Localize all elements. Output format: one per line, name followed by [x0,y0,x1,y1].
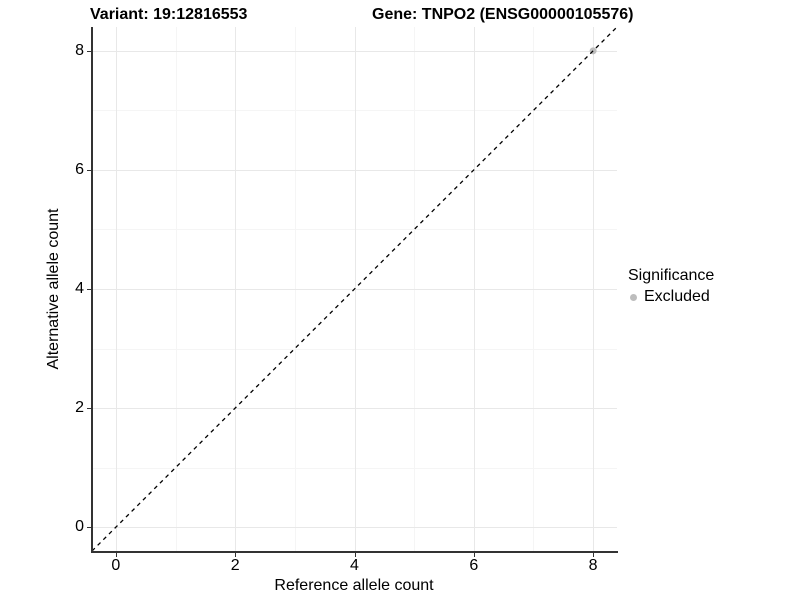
x-tick-label: 8 [588,557,598,574]
x-tick-label: 0 [111,557,121,574]
plot-canvas [92,27,617,551]
y-tick-label: 8 [75,41,84,59]
x-tick-mark [354,553,356,557]
x-tick-mark [235,553,237,557]
y-axis-line [91,27,93,553]
identity-reference-line [92,27,617,551]
legend-item-label: Excluded [644,288,710,305]
y-axis-title: Alternative allele count [45,208,62,370]
legend-item-excluded: Excluded [628,288,714,306]
y-tick-label: 6 [75,160,84,178]
major-gridline-y [92,50,617,52]
x-axis-title: Reference allele count [274,577,434,594]
major-gridline-y [92,527,617,529]
y-tick-mark [87,408,91,410]
x-tick-label: 2 [230,557,240,574]
y-tick-mark [87,50,91,52]
major-gridline-y [92,408,617,410]
gene-title: Gene: TNPO2 (ENSG00000105576) [372,6,634,23]
x-tick-mark [473,553,475,557]
x-axis-line [91,551,618,553]
major-gridline-y [92,169,617,171]
plot-panel [92,27,617,551]
x-tick-label: 4 [350,557,359,574]
legend-title: Significance [628,267,715,284]
legend: Significance Excluded [628,267,714,306]
excluded-point-icon [630,293,637,301]
y-tick-mark [87,527,91,529]
x-tick-label: 6 [469,557,479,574]
x-tick-mark [593,553,595,557]
variant-title: Variant: 19:12816553 [90,6,248,23]
y-tick-label: 4 [75,280,84,297]
y-tick-label: 2 [75,399,84,417]
y-tick-mark [87,169,91,171]
x-tick-mark [115,553,117,557]
y-tick-label: 0 [75,518,84,536]
y-tick-mark [87,289,91,290]
